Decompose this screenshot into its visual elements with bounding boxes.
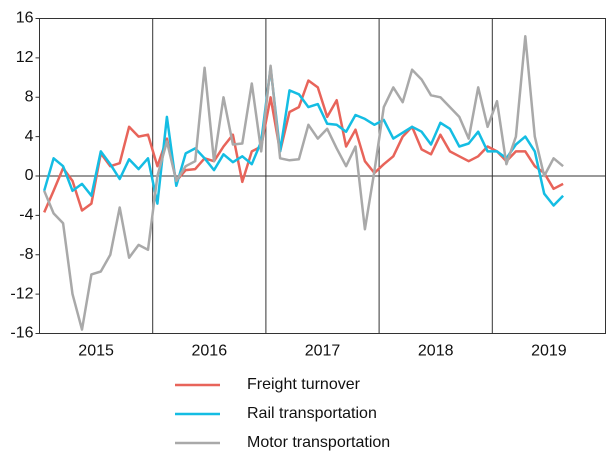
series-line <box>43 79 564 213</box>
y-tick-label: 12 <box>16 49 34 66</box>
series-line <box>43 34 564 331</box>
y-tick-label: -16 <box>10 325 33 342</box>
y-tick-label: -8 <box>19 246 33 263</box>
y-tick-label: 4 <box>25 128 34 145</box>
y-tick-label: 16 <box>16 10 34 27</box>
x-tick-label: 2017 <box>305 343 341 360</box>
legend-label: Rail transportation <box>247 405 377 422</box>
y-tick-label: -12 <box>10 285 33 302</box>
y-tick-label: 0 <box>25 167 34 184</box>
x-tick-label: 2019 <box>531 343 567 360</box>
legend-label: Motor transportation <box>247 434 390 451</box>
x-tick-label: 2016 <box>192 343 228 360</box>
y-tick-label: 8 <box>25 88 34 105</box>
x-tick-label: 2018 <box>418 343 454 360</box>
x-tick-label: 2015 <box>78 343 114 360</box>
series-line <box>42 66 564 207</box>
y-tick-label: -4 <box>19 207 33 224</box>
legend-label: Freight turnover <box>247 376 361 393</box>
